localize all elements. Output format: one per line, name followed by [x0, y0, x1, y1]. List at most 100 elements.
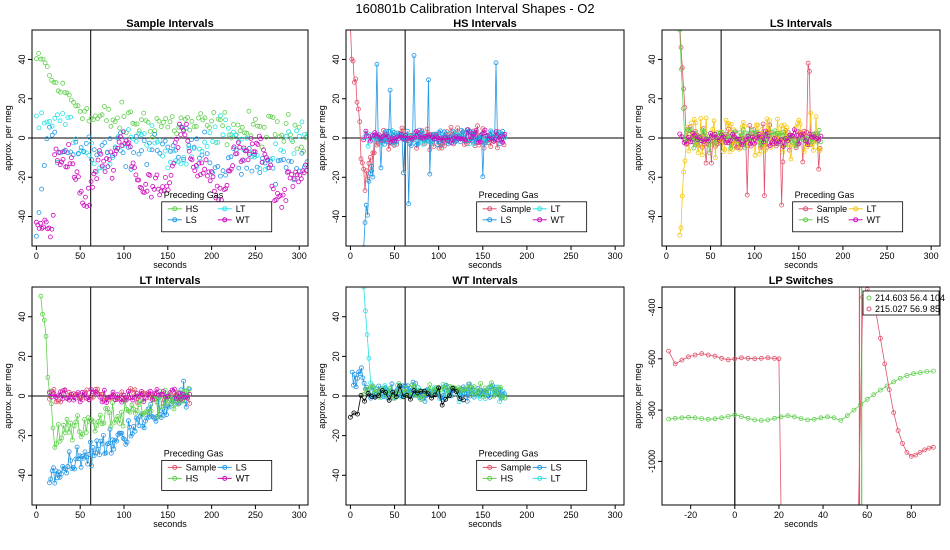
data-point — [160, 141, 166, 147]
x-tick-label: 200 — [519, 510, 534, 520]
data-point — [182, 394, 188, 400]
data-point — [75, 103, 81, 109]
data-point — [187, 386, 193, 392]
data-point — [370, 383, 375, 389]
legend-title: Preceding Gas — [164, 190, 224, 200]
data-point — [199, 160, 205, 166]
data-point — [451, 129, 457, 135]
data-point — [464, 386, 470, 392]
data-point — [222, 110, 228, 115]
data-point — [233, 132, 239, 138]
data-point — [193, 124, 199, 129]
data-point — [376, 132, 382, 138]
data-point — [761, 139, 766, 145]
data-point — [101, 158, 107, 164]
data-point — [478, 139, 484, 145]
data-point — [161, 188, 167, 194]
data-point — [187, 400, 193, 406]
data-point — [52, 480, 58, 486]
data-point — [347, 414, 353, 420]
chart-title: HS Intervals — [453, 18, 517, 30]
data-point — [212, 165, 218, 171]
y-axis-label: approx. per meg — [633, 363, 643, 429]
data-point — [49, 123, 55, 129]
legend-swatch-marker — [487, 464, 493, 470]
data-point — [752, 356, 758, 362]
data-point — [493, 129, 499, 135]
data-point — [707, 150, 713, 156]
data-point — [765, 133, 771, 139]
x-tick-label: 200 — [519, 251, 534, 261]
x-axis-label: seconds — [468, 519, 502, 529]
data-point — [254, 153, 260, 158]
data-point — [871, 392, 877, 398]
data-point — [165, 124, 171, 130]
data-point — [66, 142, 71, 147]
data-point — [123, 397, 129, 403]
data-point — [101, 387, 107, 393]
data-point — [235, 140, 241, 146]
data-point — [214, 183, 220, 189]
data-point — [106, 410, 112, 416]
data-point — [144, 188, 150, 194]
data-point — [34, 113, 39, 119]
data-point — [776, 356, 782, 362]
data-point — [411, 53, 417, 58]
y-tick-label: -20 — [331, 429, 341, 442]
data-point — [286, 169, 292, 175]
data-point — [104, 118, 109, 124]
data-point — [268, 114, 274, 119]
data-point — [387, 385, 393, 391]
data-point — [686, 134, 691, 140]
data-point — [119, 389, 125, 395]
data-point — [427, 382, 433, 388]
x-axis-label: seconds — [784, 519, 818, 529]
data-point — [209, 118, 215, 124]
x-tick-label: 60 — [862, 510, 872, 520]
data-point — [760, 121, 766, 127]
data-point — [74, 169, 80, 175]
data-point — [709, 160, 714, 166]
data-point — [756, 151, 762, 157]
data-point — [114, 438, 119, 444]
data-point — [414, 393, 420, 399]
data-point — [491, 393, 497, 399]
data-point — [497, 141, 503, 147]
data-point — [500, 128, 506, 134]
data-point — [809, 139, 815, 145]
legend-swatch-marker — [172, 464, 178, 470]
data-point — [108, 424, 114, 430]
legend-swatch-marker — [222, 206, 228, 212]
data-point — [126, 140, 132, 146]
data-point — [283, 133, 289, 139]
data-point — [94, 423, 100, 428]
data-point — [446, 393, 452, 399]
data-point — [799, 135, 804, 141]
data-point — [246, 145, 252, 151]
data-point — [83, 454, 89, 460]
data-point — [482, 140, 488, 146]
data-point — [73, 419, 79, 425]
y-tick-label: -40 — [331, 469, 341, 482]
data-point — [104, 156, 109, 162]
data-point — [281, 157, 286, 162]
data-point — [469, 131, 475, 137]
legend-swatch-marker — [487, 217, 493, 223]
data-point — [176, 124, 182, 130]
data-point — [699, 416, 705, 422]
data-point — [895, 428, 901, 434]
data-point — [467, 137, 473, 143]
data-point — [39, 225, 45, 231]
data-point — [191, 124, 197, 130]
data-point — [207, 160, 213, 166]
data-point — [53, 146, 59, 152]
data-point — [242, 130, 247, 136]
data-point — [352, 372, 358, 377]
data-point — [181, 155, 187, 160]
data-point — [398, 131, 404, 137]
data-point — [70, 161, 76, 167]
data-point — [728, 121, 734, 127]
data-point — [139, 117, 144, 123]
y-tick-label: -40 — [17, 210, 27, 223]
data-point — [158, 124, 164, 129]
